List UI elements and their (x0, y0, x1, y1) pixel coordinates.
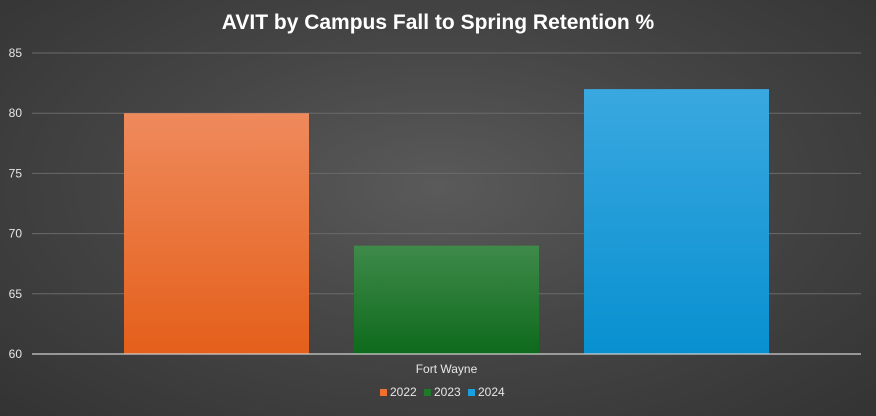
legend-label-2022: 2022 (390, 385, 417, 399)
bar-2023 (354, 245, 539, 354)
legend-swatch-2024 (468, 389, 475, 396)
y-tick-label: 60 (9, 347, 23, 361)
bar-2022 (124, 113, 309, 354)
y-tick-label: 85 (9, 46, 23, 60)
y-tick-label: 75 (9, 166, 23, 180)
bars (124, 89, 769, 355)
bar-2024 (584, 89, 769, 355)
y-tick-label: 70 (9, 227, 23, 241)
chart-title: AVIT by Campus Fall to Spring Retention … (222, 11, 655, 34)
legend-label-2024: 2024 (478, 385, 505, 399)
y-tick-label: 80 (9, 106, 23, 120)
category-labels: Fort Wayne (416, 362, 478, 376)
y-tick-label: 65 (9, 287, 23, 301)
legend-swatch-2022 (380, 389, 387, 396)
legend-label-2023: 2023 (434, 385, 461, 399)
legend-swatch-2023 (424, 389, 431, 396)
legend: 2022 2023 2024 (380, 385, 505, 399)
y-axis-ticks: 60 65 70 75 80 85 (9, 46, 23, 361)
x-category-label: Fort Wayne (416, 362, 478, 376)
